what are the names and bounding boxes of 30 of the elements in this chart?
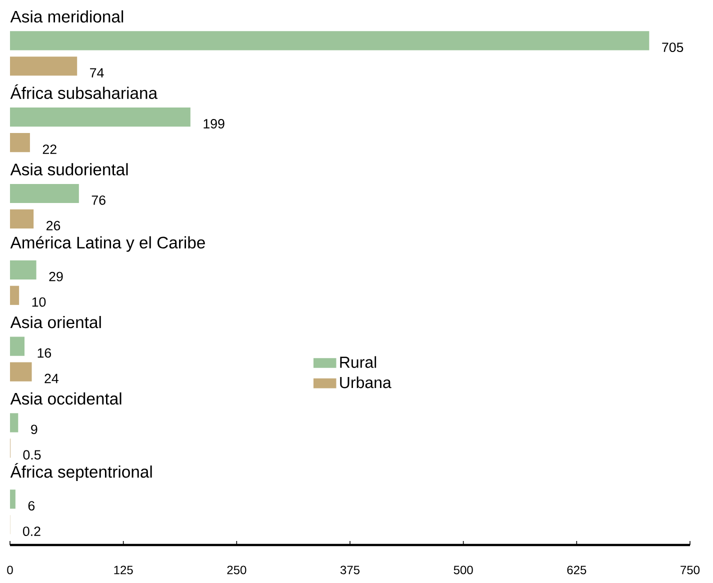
- data-label: 0.2: [22, 526, 40, 536]
- x-tick-label: 250: [227, 566, 246, 574]
- x-tick-label: 625: [567, 566, 586, 574]
- data-label: 10: [32, 297, 46, 307]
- data-label: 74: [90, 68, 104, 78]
- data-label: 22: [42, 144, 56, 154]
- x-tick-label: 375: [340, 566, 360, 574]
- data-label: 16: [38, 348, 52, 358]
- data-label: 24: [44, 374, 58, 384]
- x-tick-label: 0: [7, 566, 13, 574]
- data-label: 76: [92, 195, 106, 205]
- y-tick-label: Asia meridional: [10, 10, 124, 23]
- y-tick-label: África subsahariana: [10, 84, 158, 99]
- data-label: 705: [662, 42, 684, 52]
- y-tick-label: Asia occidental: [10, 392, 122, 405]
- data-label: 29: [49, 272, 63, 282]
- y-tick-label: América Latina y el Caribe: [10, 236, 205, 252]
- data-label: 0.5: [23, 450, 41, 460]
- data-label: 26: [46, 220, 60, 230]
- data-label: 9: [31, 424, 38, 434]
- y-tick-label: Asia sudoriental: [10, 163, 128, 176]
- x-tick-label: 750: [680, 566, 700, 574]
- legend-label: Rural: [340, 356, 376, 368]
- legend-label: Urbana: [340, 376, 392, 388]
- y-tick-label: Asia oriental: [10, 316, 101, 328]
- data-label: 199: [204, 119, 224, 128]
- data-label: 6: [28, 501, 35, 511]
- x-tick-label: 500: [454, 566, 473, 574]
- y-tick-label: África septentrional: [10, 463, 152, 482]
- x-tick-label: 125: [114, 566, 133, 574]
